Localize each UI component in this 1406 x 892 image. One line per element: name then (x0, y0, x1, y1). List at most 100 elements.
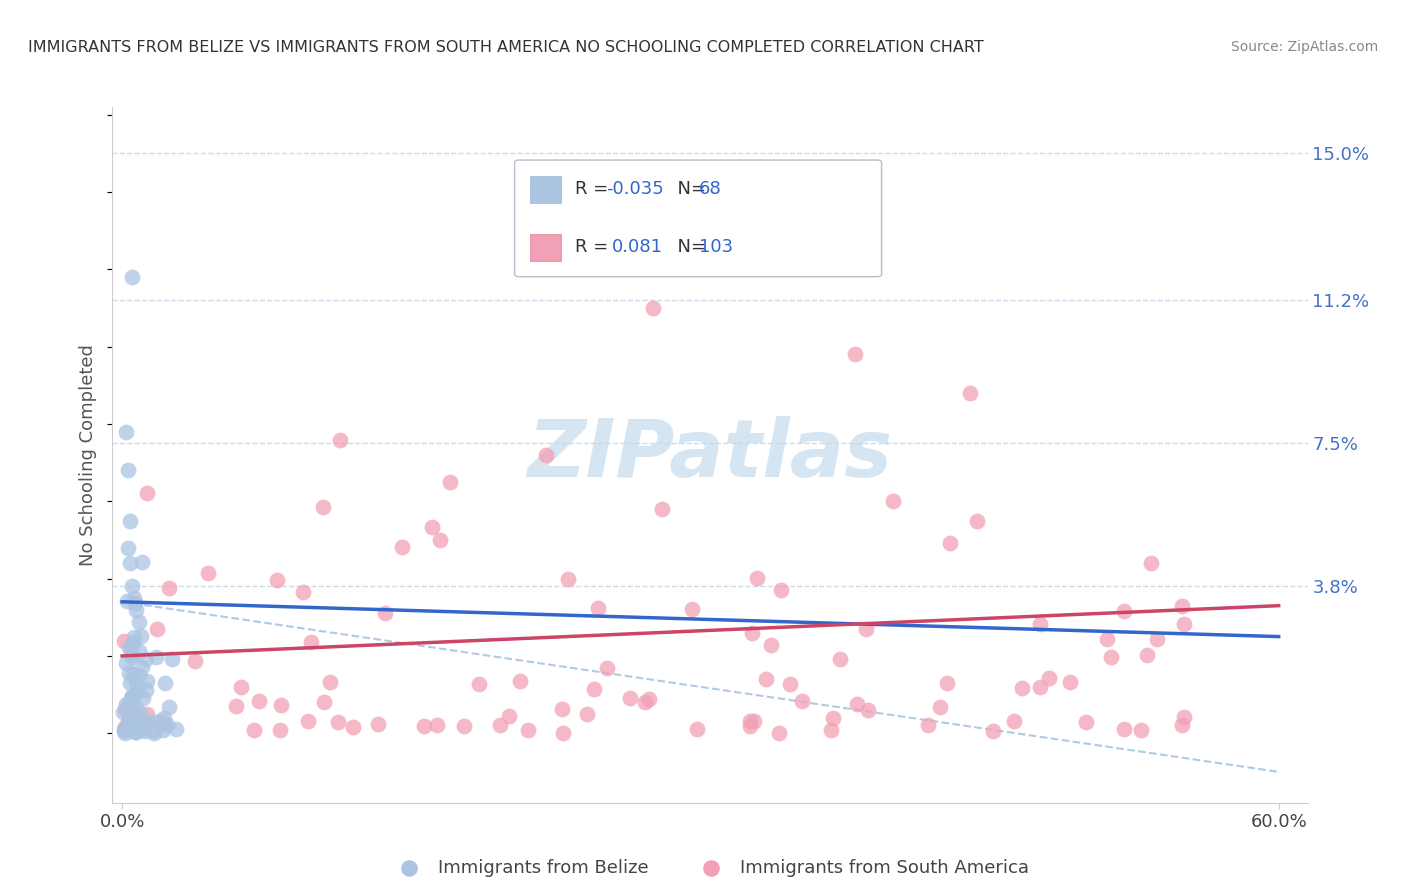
Point (319, 674, 342, 689)
Point (742, 714, 765, 729)
Point (292, 584, 315, 599)
Point (1114, 604, 1136, 618)
Point (129, 629, 152, 643)
Point (145, 649, 167, 664)
Point (557, 572, 579, 586)
Point (828, 651, 851, 665)
Point (117, 714, 139, 728)
Point (125, 683, 148, 698)
Point (779, 677, 801, 691)
Point (681, 601, 703, 615)
Point (374, 606, 396, 620)
Point (120, 646, 142, 660)
Point (132, 690, 155, 705)
Point (139, 714, 162, 729)
Point (768, 725, 790, 739)
Point (468, 677, 491, 691)
Point (153, 716, 176, 731)
Point (755, 673, 778, 687)
Point (111, 706, 134, 720)
Point (157, 700, 180, 714)
Point (1171, 718, 1194, 732)
Point (1099, 650, 1122, 665)
Point (142, 726, 165, 740)
Point (551, 726, 574, 740)
Point (790, 693, 813, 707)
Point (534, 448, 557, 462)
Point (1146, 632, 1168, 647)
Point (152, 711, 174, 725)
Point (124, 724, 146, 739)
Point (297, 714, 319, 728)
Point (856, 703, 879, 717)
Point (738, 714, 761, 728)
Point (135, 652, 157, 666)
Point (1173, 709, 1195, 723)
Point (959, 386, 981, 401)
Point (124, 596, 146, 610)
Point (136, 486, 159, 500)
Point (124, 699, 146, 714)
Point (326, 714, 349, 729)
Point (342, 720, 364, 734)
Point (1130, 723, 1153, 738)
Point (122, 711, 145, 725)
Point (270, 698, 292, 713)
Point (132, 723, 155, 737)
Point (231, 680, 253, 694)
Point (939, 536, 962, 550)
Point (686, 723, 709, 737)
Text: IMMIGRANTS FROM BELIZE VS IMMIGRANTS FROM SOUTH AMERICA NO SCHOOLING COMPLETED C: IMMIGRANTS FROM BELIZE VS IMMIGRANTS FRO… (28, 40, 984, 55)
Point (131, 716, 153, 731)
Point (1011, 681, 1033, 695)
Point (312, 500, 335, 514)
Point (122, 591, 145, 605)
Point (135, 706, 157, 721)
Point (117, 594, 139, 608)
Point (114, 720, 136, 734)
Point (118, 640, 141, 654)
Point (759, 638, 782, 652)
Point (115, 698, 138, 712)
Point (124, 687, 146, 701)
Point (247, 694, 270, 708)
Point (118, 711, 141, 725)
Point (118, 514, 141, 528)
Point (152, 723, 174, 737)
Point (115, 425, 138, 439)
Point (745, 571, 768, 585)
Point (391, 541, 413, 555)
Point (823, 711, 845, 725)
Point (183, 654, 205, 668)
Point (738, 718, 761, 732)
Point (367, 717, 389, 731)
Point (1097, 632, 1119, 647)
Point (118, 556, 141, 570)
Point (1029, 616, 1052, 631)
Point (131, 660, 153, 674)
Point (121, 270, 143, 285)
Point (429, 533, 451, 547)
Point (114, 701, 136, 715)
Text: R =: R = (575, 238, 620, 256)
Point (114, 726, 136, 740)
Point (1173, 616, 1195, 631)
Point (426, 718, 449, 732)
Point (1059, 674, 1081, 689)
Text: N=: N= (666, 180, 713, 198)
Point (882, 494, 904, 508)
Point (121, 579, 143, 593)
Point (516, 723, 538, 738)
Point (134, 724, 156, 739)
Point (124, 602, 146, 616)
Point (638, 692, 661, 706)
Point (128, 667, 150, 681)
Legend: Immigrants from Belize, Immigrants from South America: Immigrants from Belize, Immigrants from … (384, 852, 1036, 884)
Point (634, 695, 657, 709)
Point (115, 656, 138, 670)
Point (125, 718, 148, 732)
Text: N=: N= (666, 238, 713, 256)
Point (121, 690, 143, 704)
Point (1029, 680, 1052, 694)
Point (770, 583, 793, 598)
